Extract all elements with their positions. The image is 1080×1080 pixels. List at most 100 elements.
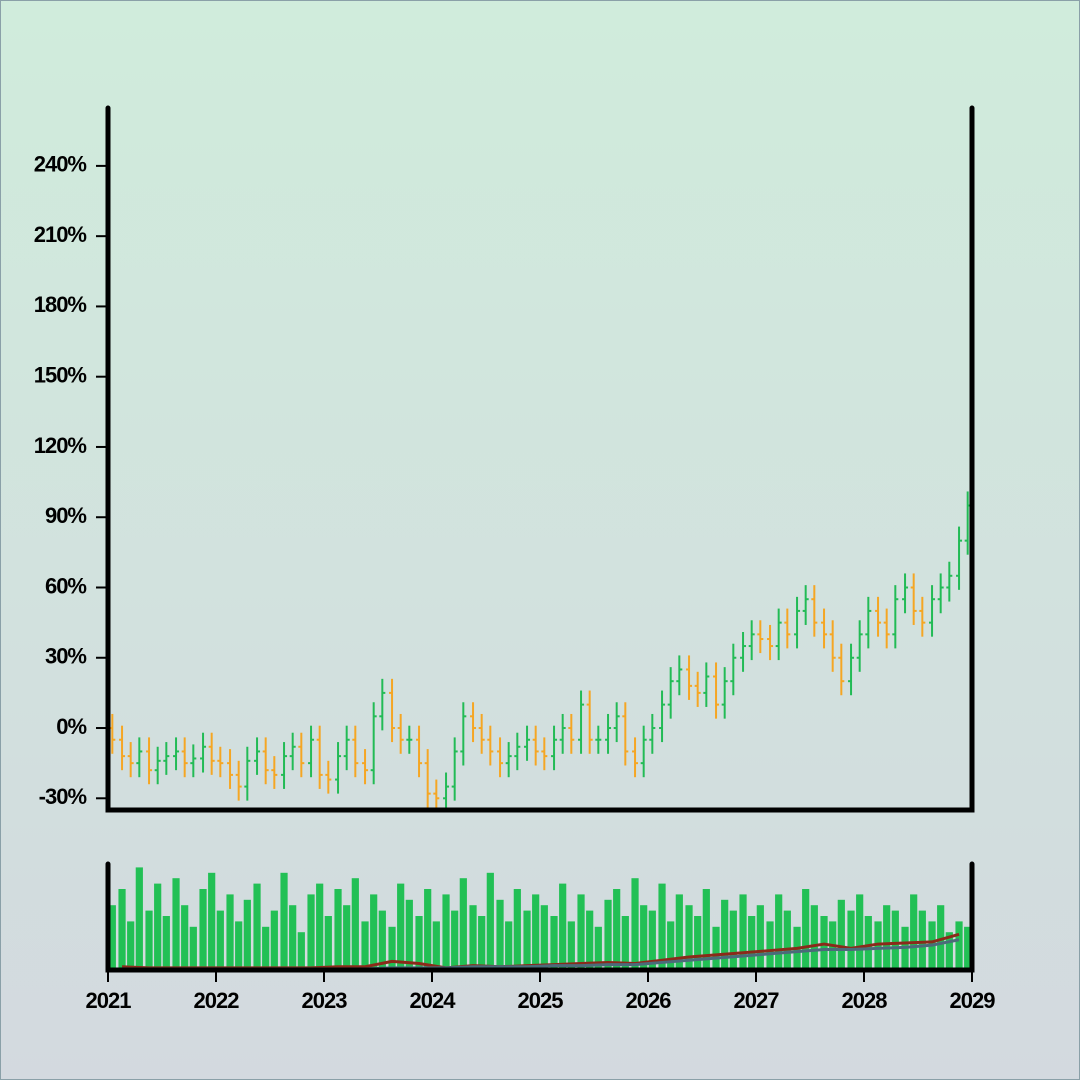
volume-bar xyxy=(154,883,162,970)
volume-bar xyxy=(748,916,756,970)
volume-bar xyxy=(253,883,261,970)
y-tick-label: 240% xyxy=(34,152,87,177)
volume-bar xyxy=(775,894,783,970)
volume-bar xyxy=(307,894,315,970)
x-tick-label: 2027 xyxy=(734,988,780,1013)
volume-bar xyxy=(739,894,747,970)
volume-bar xyxy=(351,878,359,970)
x-tick-label: 2023 xyxy=(302,988,348,1013)
volume-bar xyxy=(648,910,656,970)
volume-bar xyxy=(378,910,386,970)
volume-bar xyxy=(316,883,324,970)
volume-bar xyxy=(937,905,945,970)
volume-bar xyxy=(883,905,891,970)
volume-bar xyxy=(496,899,504,970)
volume-bar xyxy=(262,926,270,970)
volume-bar xyxy=(837,899,845,970)
volume-bar xyxy=(918,910,926,970)
volume-bar xyxy=(405,899,413,970)
volume-bar xyxy=(297,932,305,970)
volume-bar xyxy=(127,921,135,970)
volume-bar xyxy=(280,872,288,970)
volume-bar xyxy=(621,916,629,970)
volume-bar xyxy=(783,910,791,970)
volume-bar xyxy=(766,921,774,970)
volume-bar xyxy=(658,883,666,970)
volume-bar xyxy=(729,910,737,970)
x-tick-label: 2021 xyxy=(86,988,132,1013)
volume-bar xyxy=(802,889,810,970)
volume-bar xyxy=(118,889,126,970)
volume-bar xyxy=(388,926,396,970)
volume-bar xyxy=(361,921,369,970)
volume-bar xyxy=(235,921,243,970)
volume-bar xyxy=(343,905,351,970)
y-tick-label: 60% xyxy=(45,573,86,598)
volume-bar xyxy=(864,916,872,970)
volume-bar xyxy=(199,889,207,970)
volume-bar xyxy=(550,916,558,970)
volume-bar xyxy=(505,921,513,970)
volume-bar xyxy=(756,905,764,970)
volume-bar xyxy=(334,889,342,970)
volume-bar xyxy=(567,921,575,970)
volume-bar xyxy=(891,910,899,970)
volume-bar xyxy=(135,867,143,970)
volume-bar xyxy=(847,910,855,970)
volume-bar xyxy=(945,932,953,970)
volume-bar xyxy=(667,921,675,970)
volume-bar xyxy=(577,894,585,970)
volume-bar xyxy=(189,926,197,970)
volume-bar xyxy=(108,905,116,970)
x-tick-label: 2025 xyxy=(518,988,564,1013)
volume-bar xyxy=(243,899,251,970)
price-plot xyxy=(109,491,971,810)
volume-bar xyxy=(415,916,423,970)
x-tick-label: 2026 xyxy=(626,988,672,1013)
x-tick-label: 2028 xyxy=(842,988,888,1013)
volume-bar xyxy=(216,910,224,970)
x-tick-label: 2022 xyxy=(194,988,240,1013)
volume-bar xyxy=(532,894,540,970)
volume-bar xyxy=(162,916,170,970)
x-tick-label: 2029 xyxy=(950,988,996,1013)
volume-bar xyxy=(874,921,882,970)
volume-bar xyxy=(856,894,864,970)
volume-bar xyxy=(586,910,594,970)
volume-bar xyxy=(685,905,693,970)
volume-bar xyxy=(910,894,918,970)
volume-bar xyxy=(613,889,621,970)
price-frame xyxy=(105,105,975,813)
volume-bar xyxy=(424,889,432,970)
volume-bar xyxy=(145,910,153,970)
y-tick-label: -30% xyxy=(39,784,87,809)
volume-bar xyxy=(370,894,378,970)
volume-bar xyxy=(469,905,477,970)
volume-bar xyxy=(451,910,459,970)
y-tick-label: 210% xyxy=(34,222,87,247)
y-tick-label: 120% xyxy=(34,433,87,458)
y-tick-label: 90% xyxy=(45,503,86,528)
volume-bar xyxy=(712,926,720,970)
volume-bar xyxy=(459,878,467,970)
volume-bar xyxy=(172,878,180,970)
x-tick-label: 2024 xyxy=(410,988,457,1013)
volume-bar xyxy=(270,910,278,970)
volume-bar xyxy=(289,905,297,970)
volume-bar xyxy=(694,916,702,970)
volume-bar xyxy=(226,894,234,970)
volume-bar xyxy=(702,889,710,970)
volume-bar xyxy=(559,883,567,970)
y-tick-label: 150% xyxy=(34,363,87,388)
y-tick-label: 30% xyxy=(45,644,86,669)
volume-bar xyxy=(675,894,683,970)
volume-frame xyxy=(105,861,975,973)
volume-bar xyxy=(478,916,486,970)
volume-bar xyxy=(964,926,972,970)
volume-bar xyxy=(397,883,405,970)
volume-bar xyxy=(810,905,818,970)
volume-bar xyxy=(432,921,440,970)
y-tick-label: 0% xyxy=(56,714,86,739)
